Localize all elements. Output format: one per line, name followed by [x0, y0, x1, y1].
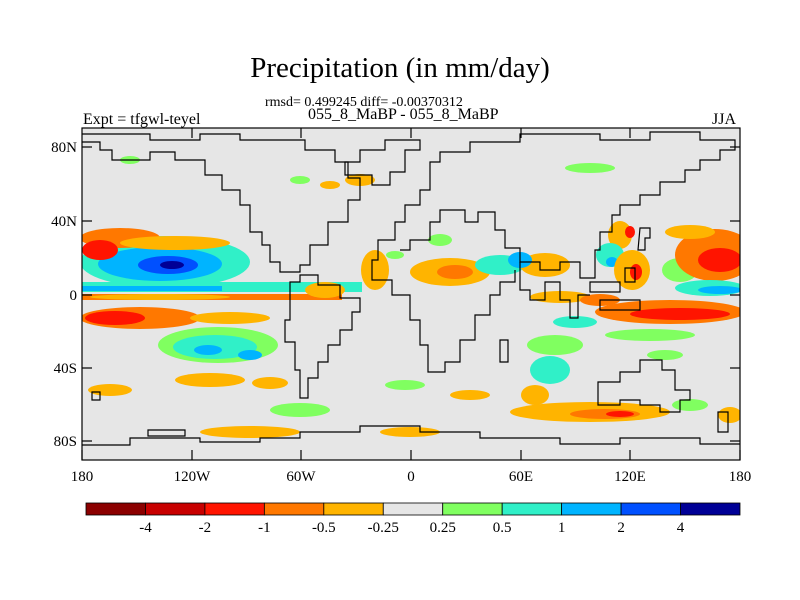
colorbar-swatch — [620, 502, 681, 516]
colorbar-swatch — [85, 502, 146, 516]
lat-label-80s: 80S — [54, 434, 77, 450]
coastlines — [82, 131, 740, 446]
colorbar-swatch — [382, 502, 444, 516]
colorbar-swatch — [263, 502, 325, 516]
season-label: JJA — [712, 111, 737, 128]
lon-label-120e: 120E — [614, 469, 646, 485]
colorbar-label: 2 — [617, 520, 625, 536]
plot-subtitle: 055_8_MaBP - 055_8_MaBP — [308, 106, 499, 123]
colorbar-label: 4 — [677, 520, 685, 536]
anomaly-field — [82, 156, 740, 438]
lon-label-180e: 180 — [729, 469, 752, 485]
colorbar-label: -2 — [199, 520, 212, 536]
colorbar: -4 -2 -1 -0.5 -0.25 0.25 0.5 1 2 4 — [85, 502, 741, 536]
colorbar-swatch — [323, 502, 384, 516]
colorbar-label: 0.5 — [493, 520, 512, 536]
experiment-label: Expt = tfgwl-teyel — [83, 111, 201, 128]
lat-label-0: 0 — [70, 288, 78, 304]
colorbar-label: -0.5 — [312, 520, 336, 536]
colorbar-swatch — [145, 502, 206, 516]
colorbar-label: -0.25 — [368, 520, 399, 536]
colorbar-swatch — [561, 502, 622, 516]
tick-marks — [81, 128, 741, 460]
lat-label-40s: 40S — [54, 361, 77, 377]
colorbar-swatch — [680, 502, 741, 516]
lon-label-0: 0 — [407, 469, 415, 485]
colorbar-label: 1 — [558, 520, 566, 536]
lon-label-180w: 180 — [71, 469, 94, 485]
colorbar-label: 0.25 — [430, 520, 456, 536]
plot-title: Precipitation (in mm/day) — [250, 52, 550, 84]
colorbar-label: -4 — [139, 520, 152, 536]
stats-text: rmsd= 0.499245 diff= -0.00370312 — [265, 95, 463, 110]
lon-label-60e: 60E — [509, 469, 533, 485]
lon-label-60w: 60W — [286, 469, 316, 485]
colorbar-label: -1 — [258, 520, 271, 536]
colorbar-swatch — [442, 502, 503, 516]
colorbar-swatch — [204, 502, 265, 516]
colorbar-swatch — [501, 502, 563, 516]
lat-label-80n: 80N — [51, 140, 77, 156]
lon-label-120w: 120W — [174, 469, 212, 485]
lat-label-40n: 40N — [51, 214, 77, 230]
